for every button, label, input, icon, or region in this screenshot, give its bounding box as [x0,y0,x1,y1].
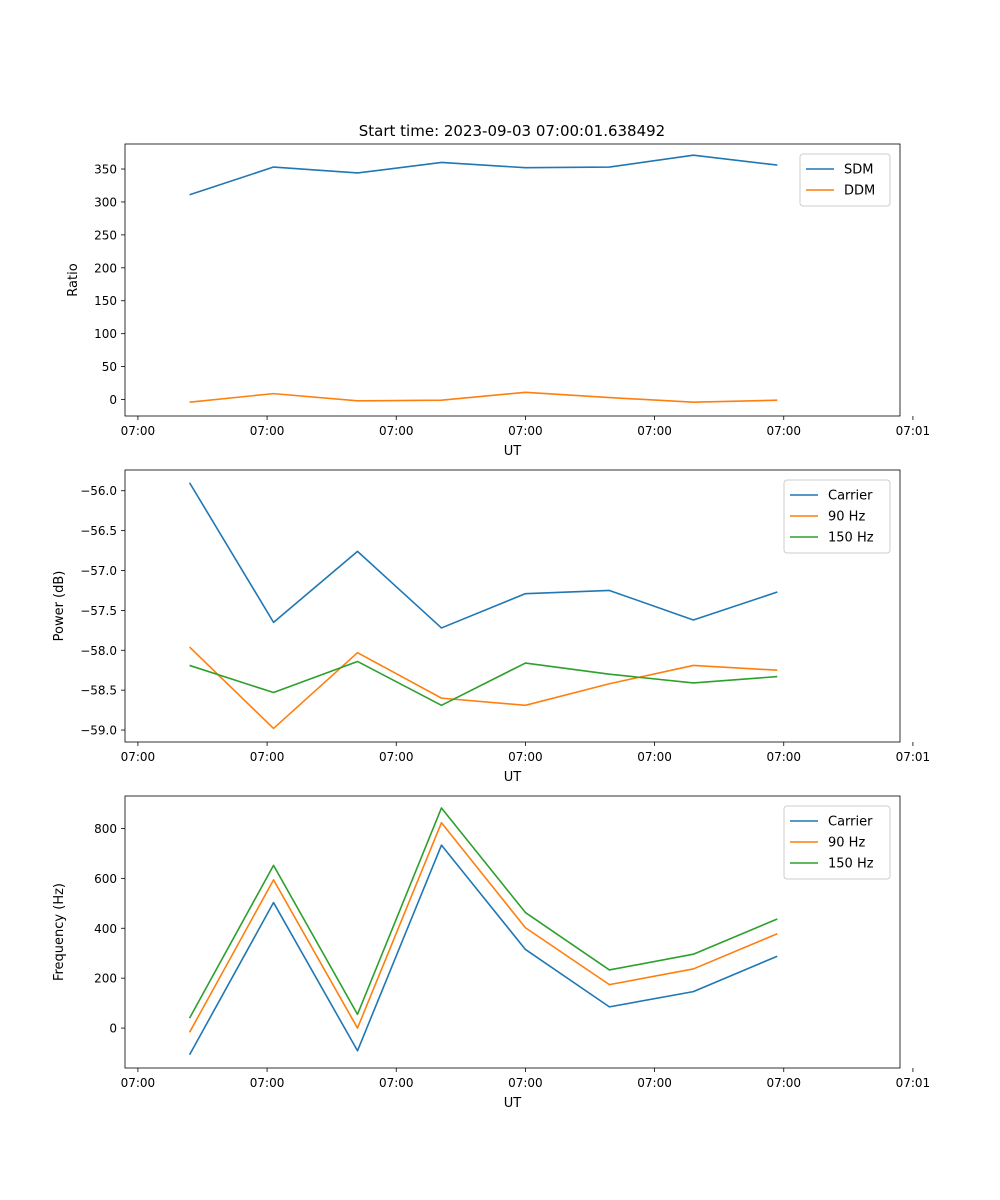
y-tick-label: 150 [94,294,117,308]
legend-box [783,805,891,880]
x-tick-label: 07:00 [508,1076,543,1090]
x-axis-label: UT [504,444,522,459]
y-tick-label: −56.0 [80,484,117,498]
legend-label: 90 Hz [828,836,865,851]
legend-label: Carrier [828,815,873,830]
y-tick-label: −58.0 [80,644,117,658]
x-tick-label: 07:00 [637,750,672,764]
series-line-150-hz [188,807,778,1019]
x-tick-label: 07:00 [637,1076,672,1090]
x-tick-label: 07:00 [766,424,801,438]
x-tick-label: 07:00 [508,750,543,764]
x-tick-label: 07:00 [508,424,543,438]
y-tick-label: −59.0 [80,724,117,738]
y-tick-label: −57.5 [80,604,117,618]
legend-label: Carrier [828,489,873,504]
series-line-carrier [188,844,778,1056]
y-tick-label: −56.5 [80,524,117,538]
frequency-panel: 07:00 07:00 07:00 07:00 07:00 07:00 07:01 0 200 4… [52,795,931,1111]
x-tick-label: 07:00 [250,1076,285,1090]
y-tick-label: 250 [94,228,117,242]
x-axis-label: UT [504,1096,522,1111]
y-tick-label: 100 [94,327,117,341]
x-tick-label: 07:00 [766,750,801,764]
x-tick-label: 07:00 [121,750,156,764]
legend-label: 150 Hz [828,857,874,872]
y-tick-label: 800 [94,822,117,836]
legend-label: SDM [844,163,873,178]
x-tick-label: 07:01 [896,424,931,438]
x-tick-label: 07:00 [250,424,285,438]
series-line-150-hz [189,660,778,707]
legend-label: 90 Hz [828,510,865,525]
axes-frame [124,795,901,1069]
y-tick-label: 50 [102,360,117,374]
axes-frame [124,143,901,417]
x-tick-label: 07:00 [121,424,156,438]
series-line-carrier [188,482,778,629]
legend-box [799,153,891,207]
y-axis-label: Ratio [66,263,81,296]
y-tick-label: 200 [94,972,117,986]
y-tick-label: 600 [94,872,117,886]
x-tick-label: 07:00 [379,1076,414,1090]
y-tick-label: 0 [109,393,117,407]
x-tick-label: 07:00 [637,424,672,438]
x-tick-label: 07:00 [766,1076,801,1090]
legend-label: DDM [844,184,875,199]
figure-title: Start time: 2023-09-03 07:00:01.638492 [359,122,665,140]
x-tick-label: 07:00 [379,424,414,438]
x-tick-label: 07:00 [121,1076,156,1090]
x-tick-label: 07:01 [896,750,931,764]
series-line-sdm [189,154,778,196]
y-tick-label: 200 [94,261,117,275]
y-axis-label: Power (dB) [52,571,67,642]
y-tick-label: 400 [94,922,117,936]
series-line-90-hz [188,821,778,1033]
legend-label: 150 Hz [828,531,874,546]
series-line-ddm [189,391,778,403]
legend-box [783,479,891,554]
y-tick-label: 0 [109,1022,117,1036]
ratio-panel: 07:00 07:00 07:00 07:00 07:00 07:00 07:01 0 50 10… [66,143,931,459]
series-line-90-hz [189,646,778,730]
power-panel: 07:00 07:00 07:00 07:00 07:00 07:00 07:01 −59.0… [52,469,931,785]
y-tick-label: −58.5 [80,684,117,698]
y-axis-label: Frequency (Hz) [52,883,67,981]
x-axis-label: UT [504,770,522,785]
axes-frame [124,469,901,743]
x-tick-label: 07:00 [379,750,414,764]
y-tick-label: 300 [94,195,117,209]
x-tick-label: 07:01 [896,1076,931,1090]
x-tick-label: 07:00 [250,750,285,764]
y-tick-label: 350 [94,163,117,177]
y-tick-label: −57.0 [80,564,117,578]
